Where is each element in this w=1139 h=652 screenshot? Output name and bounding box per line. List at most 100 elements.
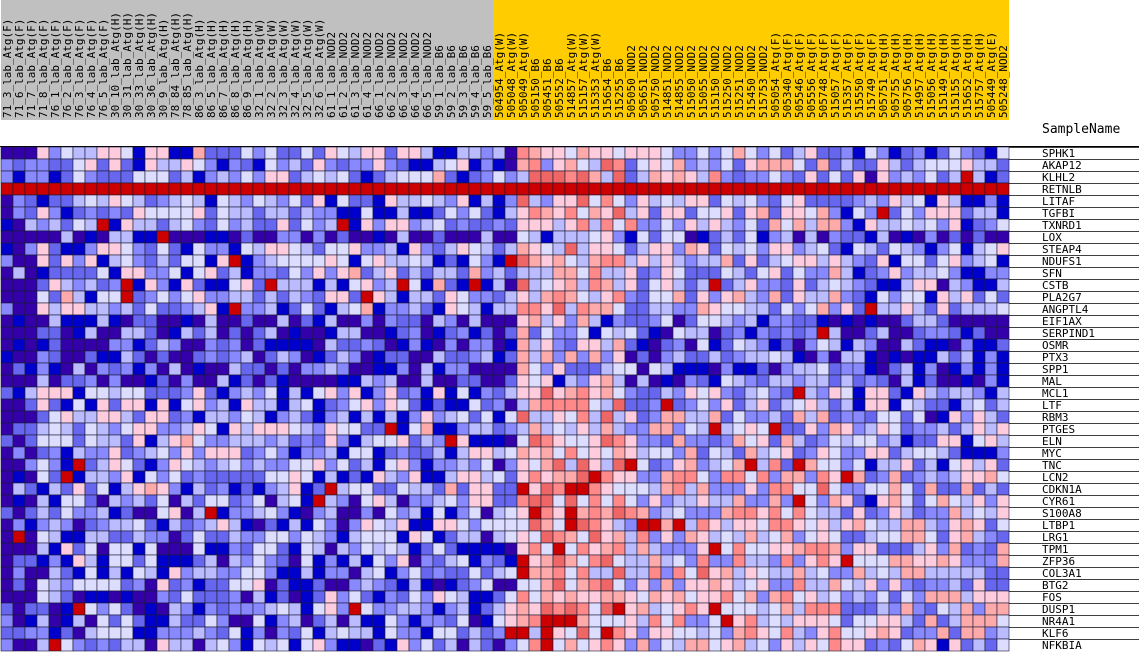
heatmap-cell [972, 338, 986, 352]
heatmap-cell [720, 230, 734, 244]
heatmap-cell [468, 218, 482, 232]
heatmap-cell [696, 242, 710, 256]
heatmap-cell [912, 590, 926, 604]
heatmap-cell [120, 230, 134, 244]
heatmap-cell [276, 182, 290, 196]
heatmap-cell [672, 482, 686, 496]
heatmap-cell [444, 530, 458, 544]
heatmap-cell [420, 302, 434, 316]
heatmap-cell [432, 326, 446, 340]
heatmap-cell [468, 398, 482, 412]
heatmap-cell [528, 446, 542, 460]
heatmap-cell [480, 566, 494, 580]
heatmap-cell [216, 206, 230, 220]
heatmap-cell [228, 206, 242, 220]
heatmap-cell [108, 218, 122, 232]
heatmap-cell [984, 278, 998, 292]
heatmap-cell [648, 434, 662, 448]
heatmap-cell [552, 446, 566, 460]
heatmap-cell [108, 422, 122, 436]
heatmap-cell [468, 290, 482, 304]
heatmap-cell [204, 446, 218, 460]
heatmap-cell [996, 542, 1010, 556]
heatmap-cell [36, 326, 50, 340]
heatmap-cell [576, 326, 590, 340]
heatmap-cell [876, 182, 890, 196]
heatmap-cell [348, 290, 362, 304]
heatmap-cell [276, 326, 290, 340]
heatmap-cell [204, 614, 218, 628]
heatmap-cell [888, 266, 902, 280]
heatmap-cell [660, 626, 674, 640]
heatmap-cell [516, 518, 530, 532]
heatmap-cell [720, 362, 734, 376]
heatmap-cell [360, 398, 374, 412]
heatmap-cell [168, 326, 182, 340]
heatmap-cell [744, 374, 758, 388]
heatmap-cell [396, 302, 410, 316]
heatmap-cell [780, 410, 794, 424]
heatmap-cell [876, 386, 890, 400]
heatmap-cell [948, 254, 962, 268]
heatmap-cell [168, 578, 182, 592]
column-header: 71_3_lab_Atg(F) 71_6_lab_Atg(F) 71_7_lab_A… [0, 0, 1139, 147]
heatmap-cell [828, 158, 842, 172]
heatmap-cell [828, 230, 842, 244]
heatmap-cell [12, 542, 26, 556]
heatmap-cell [312, 206, 326, 220]
heatmap-cell [336, 446, 350, 460]
heatmap-cell [600, 638, 614, 652]
heatmap-cell [420, 254, 434, 268]
heatmap-cell [984, 422, 998, 436]
heatmap-cell [276, 338, 290, 352]
heatmap-cell [48, 218, 62, 232]
heatmap-cell [360, 326, 374, 340]
heatmap-cell [552, 278, 566, 292]
heatmap-cell [624, 278, 638, 292]
heatmap-cell [360, 338, 374, 352]
heatmap-cell [660, 386, 674, 400]
heatmap-cell [972, 290, 986, 304]
heatmap-cell [252, 614, 266, 628]
heatmap-cell [228, 326, 242, 340]
heatmap-cell [648, 446, 662, 460]
heatmap-cell [996, 230, 1010, 244]
heatmap-cell [636, 518, 650, 532]
heatmap-cell [216, 446, 230, 460]
heatmap-cell [456, 362, 470, 376]
heatmap-cell [456, 290, 470, 304]
heatmap-cell [312, 614, 326, 628]
heatmap-cell [948, 458, 962, 472]
heatmap-cell [564, 230, 578, 244]
heatmap-cell [660, 434, 674, 448]
heatmap-cell [900, 554, 914, 568]
heatmap-cell [96, 566, 110, 580]
heatmap-cell [324, 482, 338, 496]
heatmap-cell [984, 626, 998, 640]
heatmap-cell [648, 590, 662, 604]
heatmap-cell [192, 266, 206, 280]
heatmap-cell [672, 194, 686, 208]
heatmap-cell [600, 326, 614, 340]
heatmap-cell [840, 194, 854, 208]
heatmap-cell [780, 362, 794, 376]
heatmap-cell [864, 206, 878, 220]
heatmap-cell [660, 554, 674, 568]
heatmap-cell [924, 554, 938, 568]
heatmap-cell [648, 278, 662, 292]
heatmap-cell [432, 446, 446, 460]
heatmap-cell [288, 566, 302, 580]
heatmap-cell [312, 146, 326, 160]
heatmap-cell [564, 518, 578, 532]
heatmap-cell [312, 638, 326, 652]
heatmap-cell [36, 146, 50, 160]
heatmap-cell [384, 242, 398, 256]
heatmap-cell [396, 422, 410, 436]
heatmap-cell [888, 170, 902, 184]
heatmap-cell [936, 518, 950, 532]
heatmap-cell [372, 158, 386, 172]
heatmap-cell [612, 158, 626, 172]
heatmap-cell [684, 542, 698, 556]
heatmap-cell [780, 566, 794, 580]
heatmap-cell [744, 242, 758, 256]
